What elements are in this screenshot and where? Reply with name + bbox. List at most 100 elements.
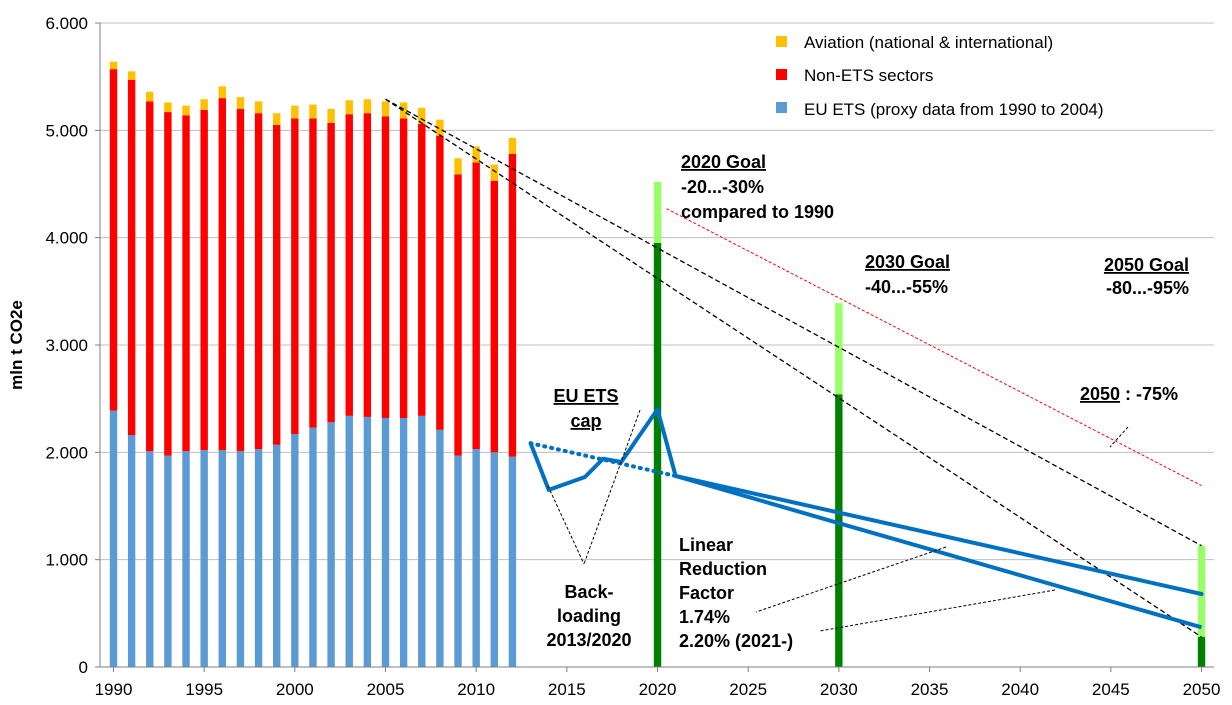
bar-eu-ets xyxy=(236,451,245,667)
lrf-line1: Linear xyxy=(679,535,733,555)
bar-eu-ets xyxy=(454,455,462,667)
bar-eu-ets xyxy=(472,449,480,667)
goal-trend-line xyxy=(666,208,1202,487)
annotation-2050-goal: 2050 Goal -80...-95% xyxy=(1104,255,1189,298)
bar-eu-ets xyxy=(327,422,335,667)
bar-eu-ets xyxy=(345,415,353,667)
eu-ets-cap-line1: EU ETS xyxy=(553,386,618,406)
backloading-line3: 2013/2020 xyxy=(546,630,631,650)
bar-eu-ets xyxy=(218,450,226,667)
x-tick-label: 2005 xyxy=(367,680,405,699)
bar-non-ets xyxy=(127,79,136,436)
goal-2030-title: 2030 Goal xyxy=(865,252,950,272)
goal-2030-range: -40...-55% xyxy=(865,277,948,297)
bar-non-ets xyxy=(436,135,444,430)
bar-eu-ets xyxy=(254,449,263,667)
x-tick-label: 2050 xyxy=(1183,680,1221,699)
bar-eu-ets xyxy=(146,451,154,667)
y-tick-label: 6.000 xyxy=(45,14,88,33)
bar-aviation xyxy=(254,101,263,114)
bar-non-ets xyxy=(236,108,245,452)
bar-eu-ets xyxy=(164,455,172,667)
annotation-linear-reduction-factor: Linear Reduction Factor 1.74% 2.20% (202… xyxy=(679,535,793,651)
bar-non-ets xyxy=(109,69,118,411)
goal-bar-range xyxy=(835,303,843,395)
bar-aviation xyxy=(273,113,281,125)
bar-eu-ets xyxy=(200,450,208,667)
bar-non-ets xyxy=(327,122,335,423)
bar-aviation xyxy=(418,107,426,124)
x-tick-label: 2015 xyxy=(548,680,586,699)
legend-swatch-non-ets xyxy=(776,69,787,80)
bar-eu-ets xyxy=(182,451,190,667)
x-tick-label: 2010 xyxy=(457,680,495,699)
bar-aviation xyxy=(327,108,335,123)
bar-eu-ets xyxy=(508,456,517,667)
goal-2050-range: -80...-95% xyxy=(1106,278,1189,298)
bar-non-ets xyxy=(363,113,372,417)
annotation-eu-ets-cap: EU ETS cap xyxy=(553,386,618,431)
bar-aviation xyxy=(399,102,408,119)
goal-bar-range xyxy=(1197,545,1206,637)
x-tick-label: 2030 xyxy=(820,680,858,699)
y-tick-label: 5.000 xyxy=(45,121,88,140)
bar-aviation xyxy=(218,86,226,99)
goal-2020-title: 2020 Goal xyxy=(681,152,766,172)
bar-aviation xyxy=(490,164,498,181)
bar-non-ets xyxy=(200,109,208,451)
y-tick-label: 4.000 xyxy=(45,229,88,248)
bar-aviation xyxy=(236,97,245,109)
bar-aviation xyxy=(381,101,390,117)
lrf-line3: Factor xyxy=(679,583,734,603)
target-2050-value: : -75% xyxy=(1125,384,1178,404)
bar-eu-ets xyxy=(309,427,317,667)
bar-non-ets xyxy=(291,118,299,435)
legend: Aviation (national & international) Non-… xyxy=(776,33,1104,119)
trend-line xyxy=(385,98,1202,547)
bar-aviation xyxy=(345,100,353,115)
y-tick-label: 3.000 xyxy=(45,336,88,355)
bar-non-ets xyxy=(345,114,353,416)
goal-bar-solid xyxy=(835,394,843,667)
trend-line xyxy=(385,98,1202,638)
y-tick-label: 1.000 xyxy=(45,551,88,570)
goal-2020-range: -20...-30% xyxy=(681,177,764,197)
bar-aviation xyxy=(200,99,208,110)
legend-label-non-ets: Non-ETS sectors xyxy=(804,66,933,85)
annotation-leaders xyxy=(547,409,1129,632)
bar-eu-ets xyxy=(381,417,390,667)
bar-eu-ets xyxy=(490,452,498,667)
x-tick-label: 2035 xyxy=(911,680,949,699)
bar-aviation xyxy=(164,102,172,113)
legend-label-eu-ets: EU ETS (proxy data from 1990 to 2004) xyxy=(804,100,1104,119)
annotation-2050-target: 2050 : -75% xyxy=(1080,384,1178,404)
goal-bar-solid xyxy=(1197,636,1206,667)
legend-label-aviation: Aviation (national & international) xyxy=(804,33,1053,52)
bar-aviation xyxy=(309,104,317,119)
bar-aviation xyxy=(182,105,190,116)
leader-line xyxy=(755,546,947,613)
legend-swatch-eu-ets xyxy=(776,102,787,113)
eu-ets-cap-line2: cap xyxy=(570,411,601,431)
bar-non-ets xyxy=(182,115,190,452)
bar-non-ets xyxy=(164,112,172,456)
bar-aviation xyxy=(454,158,462,175)
bar-eu-ets xyxy=(436,429,444,667)
goal-2020-basis: compared to 1990 xyxy=(681,202,834,222)
bar-eu-ets xyxy=(127,435,136,667)
bar-aviation xyxy=(363,99,372,114)
bar-eu-ets xyxy=(109,410,118,667)
backloading-line2: loading xyxy=(557,606,621,626)
bar-non-ets xyxy=(381,116,390,418)
bar-eu-ets xyxy=(291,434,299,667)
y-axis-title: mln t CO2e xyxy=(7,300,26,390)
bar-aviation xyxy=(109,61,118,70)
x-tick-label: 1990 xyxy=(95,680,133,699)
trend-lines xyxy=(385,98,1202,638)
x-tick-label: 2000 xyxy=(276,680,314,699)
bar-aviation xyxy=(291,105,299,119)
target-2050-label: 2050 xyxy=(1080,384,1120,404)
y-tick-label: 2.000 xyxy=(45,443,88,462)
bar-non-ets xyxy=(472,162,480,450)
x-tick-label: 2040 xyxy=(1001,680,1039,699)
